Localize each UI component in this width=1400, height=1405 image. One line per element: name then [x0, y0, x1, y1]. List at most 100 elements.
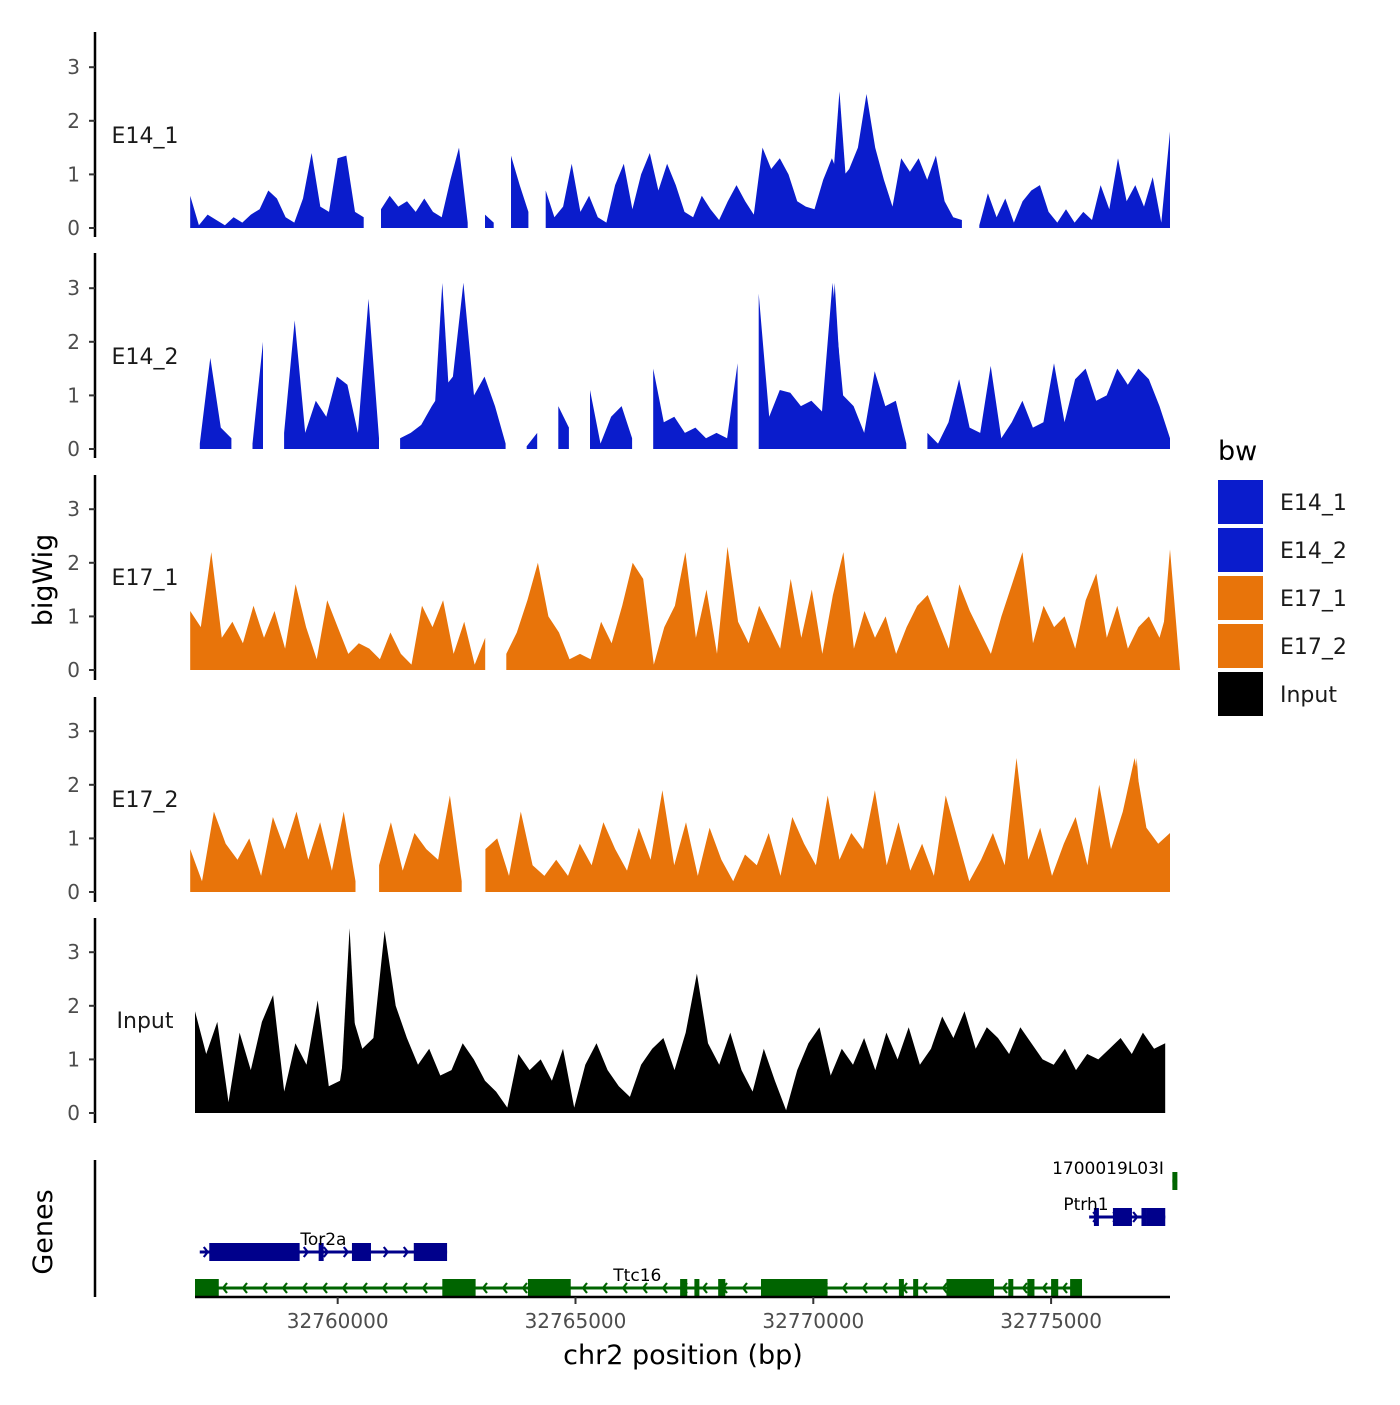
legend-key [1218, 672, 1263, 716]
legend-title: bw [1218, 436, 1257, 467]
coverage-peak [1126, 758, 1147, 892]
y-tick-label: 1 [67, 1047, 80, 1071]
strand-arrow [241, 1282, 248, 1294]
strand-arrow [301, 1282, 308, 1294]
gene-label: Ptrh1 [1063, 1195, 1108, 1215]
coverage-area [558, 406, 569, 449]
strand-arrow [1001, 1282, 1008, 1294]
y-tick-label: 3 [67, 940, 80, 964]
coverage-area [199, 357, 232, 449]
track-e14-2: 0 1 2 3 E14_2 [67, 253, 1170, 461]
exon [1093, 1208, 1099, 1226]
x-axis: 32760000 32765000 32770000 32775000 [195, 1295, 1170, 1333]
strand-arrow [341, 1282, 348, 1294]
coverage-area [485, 214, 494, 228]
track-label: Input [117, 1009, 174, 1034]
y-tick-label: 2 [67, 994, 80, 1018]
coverage-area [190, 552, 486, 670]
coverage-area [284, 298, 379, 449]
y-tick-label: 2 [67, 109, 80, 133]
x-tick-label: 32770000 [762, 1309, 864, 1333]
x-tick-label: 32775000 [1000, 1309, 1102, 1333]
track-e17-2: 0 1 2 3 E17_2 [67, 697, 1170, 904]
coverage-area [506, 546, 1170, 670]
exon [351, 1243, 371, 1261]
coverage-area [195, 930, 1166, 1113]
strand-arrow [921, 1282, 928, 1294]
legend-label: E14_2 [1280, 539, 1347, 564]
gene-1700019l03rik: 1700019L03I [1052, 1159, 1178, 1190]
y-axis-title: bigWig [28, 534, 59, 627]
strand-arrow [1061, 1282, 1068, 1294]
exon [946, 1279, 995, 1297]
strand-arrow [321, 1282, 328, 1294]
x-tick-label: 32765000 [525, 1309, 627, 1333]
strand-arrow [1132, 1211, 1139, 1223]
strand-arrow [302, 1246, 310, 1258]
track-e14-1: 0 1 2 3 E14_1 [67, 32, 1170, 240]
y-tick-label: 0 [67, 880, 80, 904]
strand-arrow [342, 1246, 350, 1258]
y-tick-label: 1 [67, 162, 80, 186]
legend: bw E14_1 E14_2 E17_1 E17_2 Input [1218, 436, 1347, 716]
strand-arrow [861, 1282, 868, 1294]
coverage-peak [829, 91, 850, 228]
x-axis-title: chr2 position (bp) [563, 1340, 803, 1371]
gene-tor2a: Tor2a [199, 1230, 448, 1261]
strand-arrow [741, 1282, 748, 1294]
exon [1051, 1279, 1059, 1297]
strand-arrow [621, 1282, 628, 1294]
strand-arrow [1041, 1282, 1048, 1294]
strand-arrow [641, 1282, 648, 1294]
coverage-area [485, 758, 1170, 892]
strand-arrow [402, 1246, 410, 1258]
exon [318, 1243, 324, 1261]
exon [1008, 1279, 1014, 1297]
coverage-peak [432, 282, 453, 449]
x-tick-label: 32760000 [287, 1309, 389, 1333]
y-tick-label: 0 [67, 437, 80, 461]
y-tick-label: 3 [67, 719, 80, 743]
coverage-peak [824, 282, 845, 449]
coverage-area [190, 153, 364, 228]
legend-key [1218, 576, 1263, 620]
y-tick-label: 2 [67, 551, 80, 575]
exon [694, 1279, 700, 1297]
strand-arrow [481, 1282, 488, 1294]
exon [527, 1279, 571, 1297]
strand-arrow [581, 1282, 588, 1294]
gene-label: 1700019L03I [1052, 1159, 1164, 1179]
exon [442, 1279, 476, 1297]
strand-arrow [281, 1282, 288, 1294]
coverage-area [381, 147, 468, 228]
legend-label: E17_1 [1280, 587, 1347, 612]
coverage-area [653, 363, 738, 449]
strand-arrow [701, 1282, 708, 1294]
legend-label: E17_2 [1280, 635, 1347, 660]
exon [1172, 1172, 1178, 1190]
track-label: E17_1 [112, 566, 179, 591]
y-tick-label: 0 [67, 658, 80, 682]
strand-arrow [941, 1282, 948, 1294]
y-tick-label: 1 [67, 383, 80, 407]
strand-arrow [661, 1282, 668, 1294]
strand-arrow [601, 1282, 608, 1294]
track-input: 0 1 2 3 Input [67, 918, 1166, 1125]
genes-axis-title: Genes [28, 1189, 59, 1274]
exon [898, 1279, 904, 1297]
exon [195, 1279, 219, 1297]
coverage-tracks: 0 1 2 3 E14_1 0 1 2 3 E14_2 0 1 2 3 E17_1 0 1 2 3 E17_2 0 1 2 3… [67, 32, 1180, 1125]
y-tick-label: 0 [67, 1101, 80, 1125]
strand-arrow [421, 1282, 428, 1294]
coverage-area [526, 432, 538, 449]
y-tick-label: 1 [67, 826, 80, 850]
exon [413, 1243, 448, 1261]
y-tick-label: 2 [67, 330, 80, 354]
strand-arrow [521, 1282, 528, 1294]
track-label: E17_2 [112, 788, 179, 813]
coverage-area [979, 131, 1170, 228]
coverage-area [190, 811, 356, 892]
strand-arrow [401, 1282, 408, 1294]
strand-arrow [841, 1282, 848, 1294]
